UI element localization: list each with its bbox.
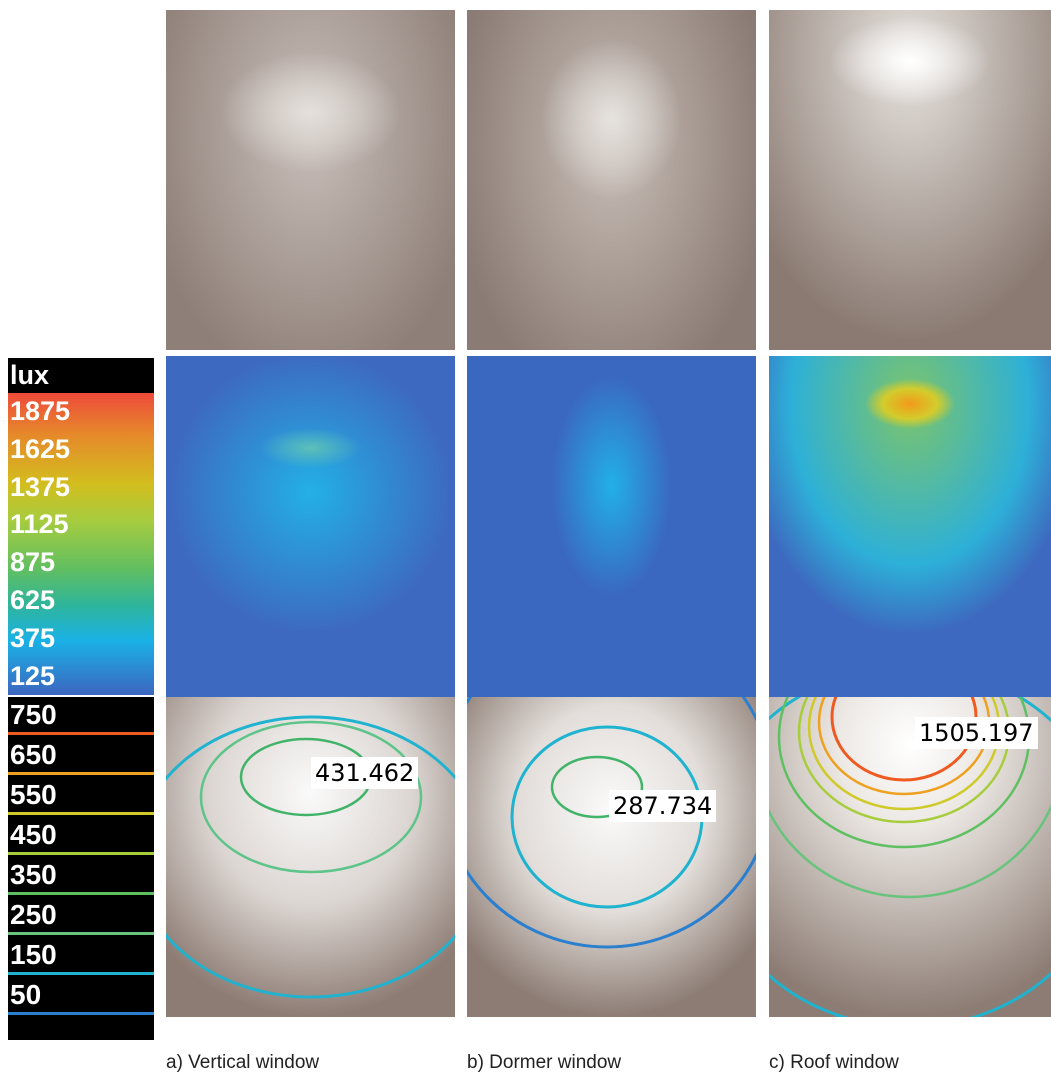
- contour-label: 550: [10, 779, 57, 810]
- peak-value: 287.734: [609, 790, 717, 822]
- contour-map: [467, 697, 756, 1017]
- panel-caption: b) Dormer window: [467, 1052, 622, 1073]
- contour-map: [166, 697, 455, 1017]
- contour-line-swatch: [8, 972, 154, 975]
- scale-label: 375: [10, 622, 56, 653]
- false-color-map: [166, 356, 455, 697]
- scale-label: 125: [10, 660, 56, 691]
- contour-label: 350: [10, 859, 57, 890]
- photo: [467, 10, 756, 350]
- contour-label: 450: [10, 819, 57, 850]
- contour-label: 50: [10, 979, 42, 1010]
- false-color-map: [769, 356, 1051, 697]
- contour-line-swatch: [8, 932, 154, 935]
- contour-legend: [8, 697, 154, 1040]
- photo: [769, 10, 1051, 350]
- contour-line-swatch: [8, 852, 154, 855]
- contour-line-swatch: [8, 892, 154, 895]
- photo: [166, 10, 455, 350]
- color-scale-gradient: [8, 393, 154, 695]
- contour-line-swatch: [8, 732, 154, 735]
- contour-label: 250: [10, 899, 57, 930]
- contour-label: 150: [10, 939, 57, 970]
- contour-label: 750: [10, 699, 57, 730]
- contour-line-swatch: [8, 772, 154, 775]
- peak-value: 431.462: [311, 757, 419, 789]
- scale-label: 1625: [10, 433, 71, 464]
- contour-line-swatch: [8, 812, 154, 815]
- scale-label: 1375: [10, 471, 71, 502]
- false-color-map: [467, 356, 756, 697]
- scale-title: lux: [10, 360, 50, 390]
- scale-label: 1125: [10, 509, 69, 540]
- panel-caption: a) Vertical window: [166, 1052, 320, 1073]
- color-scale: [8, 358, 154, 695]
- contour-line-swatch: [8, 1012, 154, 1015]
- scale-label: 1875: [10, 396, 71, 426]
- panel-caption: c) Roof window: [769, 1052, 899, 1073]
- peak-value: 1505.197: [915, 717, 1038, 749]
- scale-label: 875: [10, 547, 56, 578]
- contour-label: 650: [10, 739, 57, 770]
- scale-label: 625: [10, 585, 56, 615]
